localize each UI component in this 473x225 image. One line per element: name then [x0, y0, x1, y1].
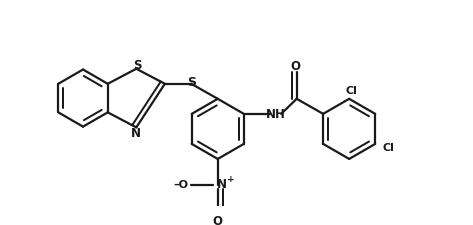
Text: NH: NH [266, 108, 286, 121]
Text: N: N [131, 127, 140, 140]
Text: S: S [187, 76, 196, 89]
Text: Cl: Cl [345, 85, 357, 95]
Text: S: S [133, 58, 141, 71]
Text: +: + [227, 174, 234, 183]
Text: –O: –O [173, 179, 188, 189]
Text: O: O [213, 214, 223, 225]
Text: Cl: Cl [382, 142, 394, 152]
Text: O: O [291, 59, 301, 72]
Text: N: N [217, 177, 228, 190]
